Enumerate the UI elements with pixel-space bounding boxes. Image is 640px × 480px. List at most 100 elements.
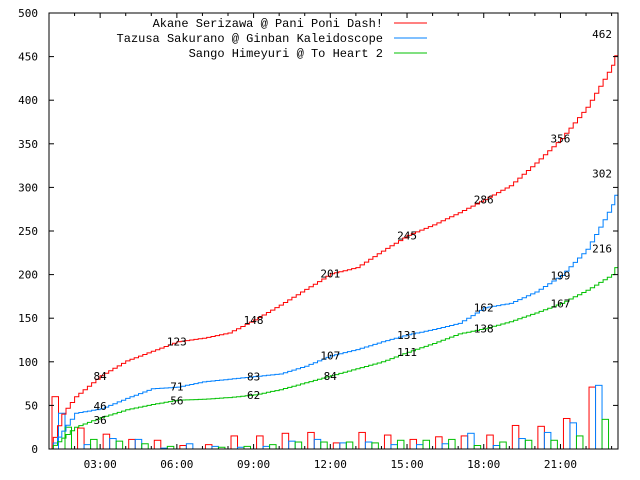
data-label: 131 [397,329,417,342]
bar-3-22 [601,418,610,450]
bar-3-10 [294,441,303,450]
data-label: 111 [397,346,417,359]
bar-1-16 [435,436,443,450]
bar-1-2 [77,427,85,450]
bar-3-18 [499,441,507,450]
data-label: 462 [592,28,612,41]
bar-3-4 [141,443,149,450]
data-label: 356 [551,133,571,146]
bar-2-15 [416,444,424,450]
bar-1-19 [511,424,520,450]
series-line-3 [49,260,619,450]
x-tick-label: 12:00 [314,458,347,471]
bar-3-13 [371,442,379,450]
data-label: 62 [247,389,260,402]
bar-3-3 [115,440,124,450]
bar-1-15 [409,438,418,450]
x-tick-label: 09:00 [237,458,270,471]
y-tick-label: 250 [18,225,38,238]
y-tick-label: 300 [18,181,38,194]
bar-1-5 [153,439,162,450]
y-tick-label: 350 [18,138,38,151]
legend-label-3: Sango Himeyuri @ To Heart 2 [189,47,383,61]
data-label: 46 [94,400,107,413]
axes: 0 50 100 150 200 250 300 350 400 450 500 03:00 06:00… [18,7,619,471]
series-line-1 [49,46,619,450]
data-label: 162 [474,302,494,315]
bar-3-15 [422,439,431,450]
series-line-2 [49,185,619,450]
bar-1-3 [102,433,111,450]
y-tick-label: 200 [18,269,38,282]
data-label: 36 [94,414,107,427]
bar-2-3 [109,438,117,450]
bar-2-4 [134,438,143,450]
bar-3-20 [550,439,558,450]
legend-label-1: Akane Serizawa @ Pani Poni Dash! [153,17,383,31]
data-label: 84 [94,370,108,383]
y-tick-label: 50 [25,399,38,412]
bar-2-18 [492,445,501,450]
x-tick-label: 15:00 [390,458,423,471]
bar-1-13 [358,431,366,450]
y-tick-label: 400 [18,94,38,107]
bar-3-21 [575,435,584,450]
bar-1-7 [204,444,213,450]
bar-3-9 [269,444,277,450]
data-label: 286 [474,194,494,207]
y-tick-label: 150 [18,312,38,325]
data-label: 245 [397,229,417,242]
bar-1-18 [486,434,494,450]
bar-1-4 [128,438,136,450]
bar-2-20 [543,431,552,450]
data-label: 216 [592,243,612,256]
bar-2-13 [364,441,373,450]
bar-3-17 [473,445,482,450]
data-label: 71 [170,381,183,394]
bar-1-8 [230,435,239,450]
data-label: 201 [320,268,340,281]
data-label: 123 [167,336,187,349]
bar-2-10 [288,440,296,450]
bar-1-11 [307,431,315,450]
data-label: 148 [244,314,264,327]
bar-3-11 [320,441,328,450]
y-tick-label: 100 [18,356,38,369]
bar-1-22 [588,386,597,450]
bar-3-12 [345,441,354,450]
y-tick-label: 0 [31,443,38,456]
bar-1-20 [537,425,545,450]
bar-1-21 [562,417,571,450]
legend: Akane Serizawa @ Pani Poni Dash!Tazusa S… [117,17,427,61]
data-label: 83 [247,371,260,384]
bar-3-2 [90,438,98,450]
bar-2-21 [569,422,577,450]
bar-2-16 [441,443,450,450]
data-label: 56 [170,395,183,408]
bar-2-17 [467,432,475,450]
bar-1-6 [179,445,187,450]
bar-2-11 [313,438,322,450]
bar-2-22 [595,384,603,450]
x-tick-label: 06:00 [160,458,193,471]
bar-2-6 [185,443,194,450]
x-tick-label: 03:00 [84,458,117,471]
bar-1-10 [281,432,290,450]
data-label: 84 [324,370,338,383]
bar-2-14 [390,444,398,450]
data-label: 167 [551,297,571,310]
bar-1-17 [460,435,469,450]
legend-label-2: Tazusa Sakurano @ Ginban Kaleidoscope [117,32,383,46]
data-label: 302 [592,168,612,181]
x-tick-label: 18:00 [467,458,500,471]
y-tick-label: 450 [18,51,38,64]
data-label: 107 [320,350,340,363]
x-tick-label: 21:00 [544,458,577,471]
bar-1-14 [383,434,392,450]
bar-2-19 [518,438,526,450]
data-label: 138 [474,323,494,336]
bar-2-2 [83,444,92,450]
y-tick-label: 500 [18,7,38,20]
cumulative-lines [49,46,619,450]
